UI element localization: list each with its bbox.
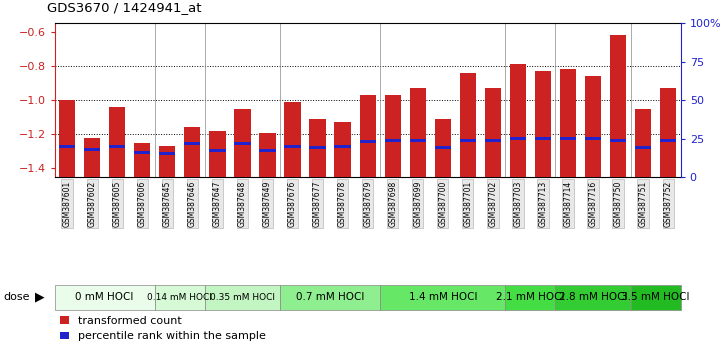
Text: GSM387605: GSM387605 (113, 181, 122, 227)
Bar (309, 146, 325, 149)
Bar (259, 132, 276, 177)
Bar (410, 138, 426, 142)
Text: GSM387679: GSM387679 (363, 181, 372, 227)
Bar (84, 138, 100, 177)
Text: GSM387677: GSM387677 (313, 181, 322, 227)
Bar (159, 152, 175, 155)
Bar (209, 149, 226, 152)
Text: GSM387751: GSM387751 (638, 181, 648, 227)
Bar (59, 145, 75, 148)
Bar (535, 137, 551, 140)
Bar (610, 35, 626, 177)
Text: GSM387699: GSM387699 (414, 181, 422, 227)
Text: 0.35 mM HOCl: 0.35 mM HOCl (210, 293, 275, 302)
Bar (410, 88, 426, 177)
Bar (109, 107, 125, 177)
Bar (109, 145, 125, 148)
Bar (459, 138, 476, 142)
Bar (560, 69, 576, 177)
Text: 2.8 mM HOCl: 2.8 mM HOCl (559, 292, 628, 302)
Bar (459, 73, 476, 177)
Bar (660, 138, 676, 142)
Legend: transformed count, percentile rank within the sample: transformed count, percentile rank withi… (60, 316, 266, 341)
Text: 3.5 mM HOCl: 3.5 mM HOCl (622, 292, 690, 302)
Bar (485, 138, 501, 142)
Bar (635, 109, 652, 177)
Text: GSM387646: GSM387646 (188, 181, 197, 227)
Bar (59, 100, 75, 177)
Bar (510, 64, 526, 177)
Text: GDS3670 / 1424941_at: GDS3670 / 1424941_at (47, 1, 202, 14)
Bar (184, 127, 200, 177)
Bar (435, 146, 451, 149)
Bar (334, 145, 351, 148)
Text: 1.4 mM HOCl: 1.4 mM HOCl (408, 292, 477, 302)
Bar (285, 145, 301, 148)
Text: GSM387713: GSM387713 (539, 181, 547, 227)
Bar (84, 148, 100, 151)
Bar (134, 151, 151, 154)
Bar (635, 146, 652, 149)
Bar (630, 285, 681, 310)
Bar (380, 285, 505, 310)
Bar (184, 142, 200, 145)
Bar (234, 142, 250, 145)
Bar (660, 88, 676, 177)
Bar (555, 285, 630, 310)
Bar (360, 140, 376, 143)
Text: GSM387714: GSM387714 (563, 181, 572, 227)
Text: GSM387602: GSM387602 (87, 181, 97, 227)
Text: GSM387752: GSM387752 (664, 181, 673, 227)
Text: GSM387645: GSM387645 (163, 181, 172, 227)
Bar (535, 71, 551, 177)
Bar (309, 119, 325, 177)
Text: GSM387702: GSM387702 (488, 181, 497, 227)
Text: GSM387716: GSM387716 (588, 181, 598, 227)
Text: GSM387649: GSM387649 (263, 181, 272, 227)
Text: GSM387647: GSM387647 (213, 181, 222, 227)
Bar (285, 102, 301, 177)
Bar (280, 285, 380, 310)
Text: GSM387606: GSM387606 (138, 181, 147, 227)
Bar (585, 76, 601, 177)
Bar (134, 143, 151, 177)
Text: GSM387601: GSM387601 (63, 181, 71, 227)
Bar (360, 95, 376, 177)
Bar (485, 88, 501, 177)
Bar (259, 149, 276, 152)
Text: GSM387648: GSM387648 (238, 181, 247, 227)
Bar (384, 138, 401, 142)
Bar (510, 137, 526, 140)
Text: GSM387698: GSM387698 (388, 181, 397, 227)
Text: GSM387703: GSM387703 (513, 181, 523, 227)
Bar (384, 95, 401, 177)
Bar (435, 119, 451, 177)
Text: dose: dose (4, 292, 30, 302)
Bar (610, 138, 626, 142)
Text: 0 mM HOCl: 0 mM HOCl (76, 292, 134, 302)
Bar (560, 137, 576, 140)
Text: GSM387700: GSM387700 (438, 181, 447, 227)
Text: GSM387750: GSM387750 (614, 181, 622, 227)
Bar (209, 131, 226, 177)
Bar (205, 285, 280, 310)
Text: 0.14 mM HOCl: 0.14 mM HOCl (147, 293, 213, 302)
Bar (334, 122, 351, 177)
Bar (55, 285, 155, 310)
Bar (505, 285, 555, 310)
Bar (234, 109, 250, 177)
Text: 2.1 mM HOCl: 2.1 mM HOCl (496, 292, 565, 302)
Text: 0.7 mM HOCl: 0.7 mM HOCl (296, 292, 364, 302)
Bar (159, 146, 175, 177)
Bar (585, 137, 601, 140)
Text: GSM387701: GSM387701 (463, 181, 472, 227)
Text: GSM387676: GSM387676 (288, 181, 297, 227)
Text: ▶: ▶ (35, 291, 44, 304)
Text: GSM387678: GSM387678 (338, 181, 347, 227)
Bar (155, 285, 205, 310)
